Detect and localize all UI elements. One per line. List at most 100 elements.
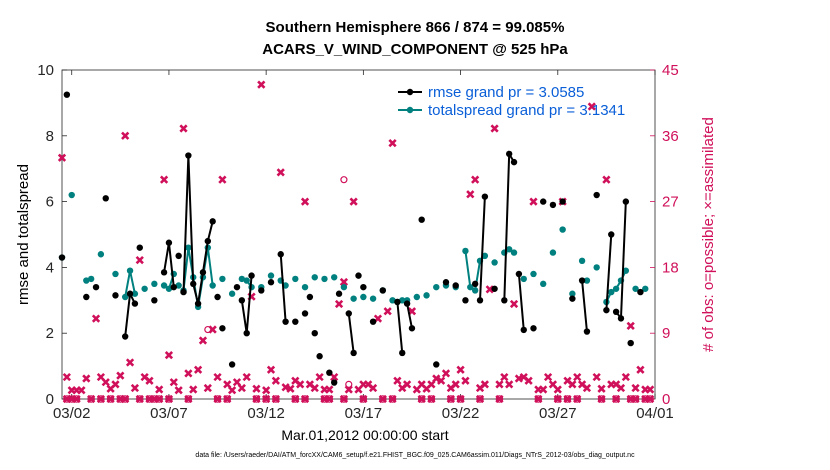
rmse-point <box>520 326 527 334</box>
obs-assimilated-marker <box>213 372 222 382</box>
obs-assimilated-marker <box>339 394 349 404</box>
obs-assimilated-marker <box>193 365 203 374</box>
totalspread-point <box>510 249 518 256</box>
rmse-point <box>258 287 265 294</box>
obs-assimilated-marker <box>262 386 271 395</box>
y-right-tick-label: 9 <box>662 325 670 342</box>
obs-assimilated-marker <box>330 372 339 382</box>
rmse-point <box>292 318 299 325</box>
rmse-line <box>615 201 627 322</box>
rmse-line <box>163 242 175 288</box>
rmse-point <box>530 325 537 332</box>
rmse-line <box>124 290 136 337</box>
obs-possible-marker <box>612 395 620 403</box>
totalspread-point <box>413 293 421 301</box>
obs-possible-marker <box>184 395 193 403</box>
rmse-point <box>282 318 289 325</box>
obs-possible-marker <box>301 395 309 403</box>
obs-assimilated-marker <box>456 394 465 404</box>
obs-assimilated-marker <box>383 307 392 316</box>
rmse-point <box>63 91 71 98</box>
obs-assimilated-marker <box>72 394 81 404</box>
rmse-point <box>243 330 250 337</box>
y-right-tick-label: 27 <box>662 194 679 211</box>
rmse-point <box>608 231 615 238</box>
obs-assimilated-marker <box>529 197 538 206</box>
obs-assimilated-marker <box>388 394 397 404</box>
rmse-point <box>418 216 425 223</box>
rmse-point <box>316 353 323 360</box>
obs-assimilated-marker <box>437 376 446 385</box>
obs-assimilated-marker <box>495 394 504 404</box>
obs-assimilated-marker <box>300 197 310 206</box>
obs-assimilated-marker <box>198 336 208 345</box>
obs-possible-marker <box>388 395 397 403</box>
rmse-point <box>131 300 139 307</box>
x-tick-label: 03/12 <box>247 405 285 422</box>
obs-assimilated-marker <box>563 394 572 404</box>
obs-assimilated-marker <box>116 371 125 380</box>
obs-assimilated-marker <box>524 376 533 385</box>
obs-assimilated-marker <box>62 372 71 382</box>
rmse-point <box>160 269 168 276</box>
obs-possible-marker <box>573 395 582 403</box>
obs-possible-marker <box>325 395 334 403</box>
rmse-point <box>209 218 216 225</box>
totalspread-point <box>165 285 173 292</box>
rmse-point <box>617 315 625 322</box>
obs-possible-marker <box>165 395 173 403</box>
obs-assimilated-marker <box>242 372 251 382</box>
obs-assimilated-marker <box>223 394 232 404</box>
rmse-point <box>58 254 66 261</box>
obs-assimilated-marker <box>427 394 436 404</box>
obs-possible-marker <box>121 395 129 403</box>
rmse-point <box>462 297 469 304</box>
obs-assimilated-marker <box>451 380 460 389</box>
x-tick-label: 03/07 <box>150 405 188 422</box>
totalspread-point <box>350 295 357 302</box>
totalspread-point <box>340 283 348 291</box>
obs-assimilated-marker <box>111 380 120 389</box>
obs-assimilated-marker <box>568 380 577 389</box>
rmse-line <box>517 273 525 330</box>
obs-possible-marker <box>447 395 455 403</box>
totalspread-point <box>209 282 216 289</box>
rmse-point <box>199 269 207 276</box>
obs-assimilated-marker <box>461 376 470 385</box>
obs-possible-marker <box>135 395 144 403</box>
rmse-point <box>248 272 255 279</box>
obs-assimilated-marker <box>91 314 101 323</box>
rmse-point <box>311 330 318 337</box>
rmse-point <box>505 150 513 158</box>
y-left-axis-label: rmse and totalspread <box>15 164 32 305</box>
y-right-axis-label: # of obs: o=possible; ×=assimilated <box>700 117 717 352</box>
obs-assimilated-marker <box>490 124 499 133</box>
rmse-point <box>219 325 226 332</box>
obs-assimilated-marker <box>631 383 640 393</box>
chart-title-line1: Southern Hemisphere 866 / 874 = 99.085% <box>265 19 565 36</box>
rmse-point <box>330 379 338 386</box>
y-left-tick-label: 6 <box>46 194 54 211</box>
obs-assimilated-marker <box>344 385 353 394</box>
totalspread-point <box>141 285 148 292</box>
y-left-tick-label: 2 <box>46 325 54 342</box>
totalspread-point <box>267 272 275 279</box>
chart-title-line2: ACARS_V_WIND_COMPONENT @ 525 hPa <box>262 41 568 58</box>
obs-assimilated-marker <box>291 394 300 404</box>
obs-assimilated-marker <box>334 299 344 309</box>
obs-assimilated-marker <box>218 175 227 184</box>
rmse-point <box>379 287 387 294</box>
obs-possible-marker <box>272 395 280 403</box>
rmse-line <box>605 234 613 311</box>
totalspread-point <box>311 274 318 281</box>
obs-assimilated-marker <box>475 394 485 404</box>
obs-assimilated-marker <box>203 383 212 393</box>
obs-assimilated-marker <box>446 394 455 404</box>
obs-possible-marker <box>476 395 484 403</box>
y-right-tick-label: 36 <box>662 128 679 145</box>
totalspread-point <box>612 285 620 292</box>
rmse-line <box>279 254 287 322</box>
obs-assimilated-marker <box>616 383 626 393</box>
rmse-point <box>549 201 557 209</box>
